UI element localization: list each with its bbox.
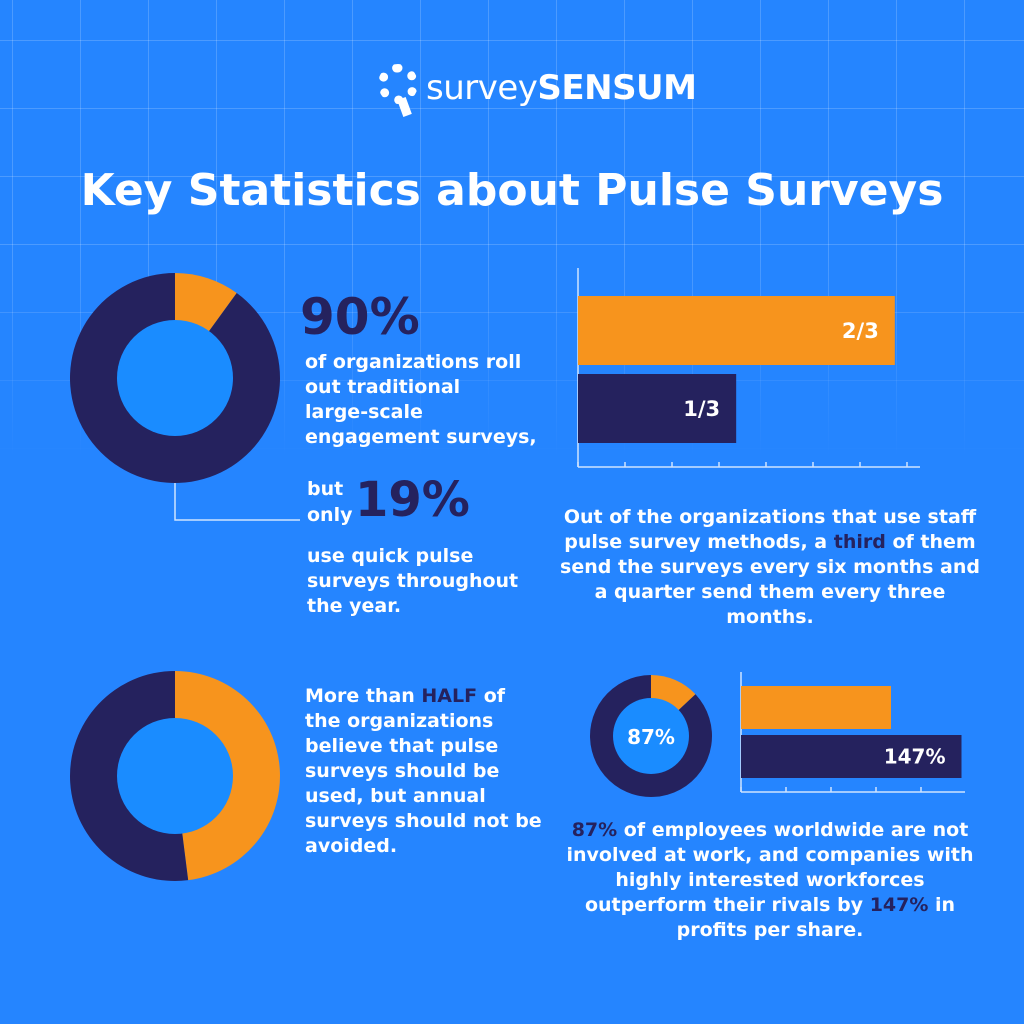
- text-only: only: [307, 504, 353, 526]
- bar-147-bar-1: [741, 735, 962, 778]
- text-line: More than HALF of: [305, 685, 506, 707]
- text-line: outperform their rivals by 147% in: [584, 894, 956, 916]
- bar-thirds-bar-1: [578, 374, 737, 443]
- text-line: involved at work, and companies with: [566, 844, 974, 866]
- text-line: profits per share.: [676, 919, 864, 941]
- text-line: large-scale: [305, 401, 423, 423]
- donut-87-center: [613, 698, 689, 774]
- bar-thirds-bar-label-1: 1/3: [683, 397, 720, 421]
- text-line: 87% of employees worldwide are not: [571, 819, 969, 841]
- logo-q-icon: [372, 60, 420, 117]
- stat1-text: of organizations roll out traditional la…: [305, 350, 537, 450]
- stat1-text2: use quick pulse surveys throughout the y…: [307, 544, 518, 619]
- text-line: send the surveys every six months and: [560, 556, 980, 578]
- text-line: the year.: [307, 595, 402, 617]
- logo-text-bold: SENSUM: [537, 68, 697, 108]
- stat3-text: More than HALF of the organizations beli…: [305, 684, 542, 859]
- bar-thirds-bar-0: [578, 296, 895, 365]
- text-line: the organizations: [305, 710, 494, 732]
- bar-147-bar-label-1: 147%: [884, 745, 946, 769]
- text-line: out traditional: [305, 376, 461, 398]
- text-line: surveys should not be: [305, 810, 542, 832]
- donut-87-label: 87%: [627, 725, 675, 749]
- stat2-text: Out of the organizations that use staff …: [560, 505, 980, 630]
- page-title: Key Statistics about Pulse Surveys: [80, 165, 944, 216]
- logo-text-light: survey: [426, 68, 538, 108]
- text-line: believe that pulse: [305, 735, 499, 757]
- bar-147-bar-0: [741, 686, 891, 729]
- text-line: avoided.: [305, 835, 398, 857]
- donut-90-center: [117, 320, 233, 436]
- text-line: of organizations roll: [305, 351, 522, 373]
- text-line: engagement surveys,: [305, 426, 537, 448]
- connector-line: [174, 483, 300, 521]
- text-line: use quick pulse: [307, 545, 474, 567]
- text-line: a quarter send them every three: [594, 581, 946, 603]
- stat-90-percent: 90%: [300, 288, 420, 346]
- text-line: surveys throughout: [307, 570, 519, 592]
- logo: surveySENSUM: [372, 60, 697, 117]
- text-but: but: [307, 478, 344, 500]
- donut-half-center: [117, 718, 233, 834]
- text-line: highly interested workforces: [615, 869, 925, 891]
- text-line: Out of the organizations that use staff: [563, 506, 977, 528]
- text-line: months.: [726, 606, 814, 628]
- stat-19-percent: 19%: [355, 472, 470, 528]
- text-line: pulse survey methods, a third of them: [564, 531, 976, 553]
- stat4-text: 87% of employees worldwide are not invol…: [560, 818, 980, 943]
- text-line: surveys should be: [305, 760, 500, 782]
- text-line: used, but annual: [305, 785, 486, 807]
- bar-thirds-bar-label-0: 2/3: [842, 319, 879, 343]
